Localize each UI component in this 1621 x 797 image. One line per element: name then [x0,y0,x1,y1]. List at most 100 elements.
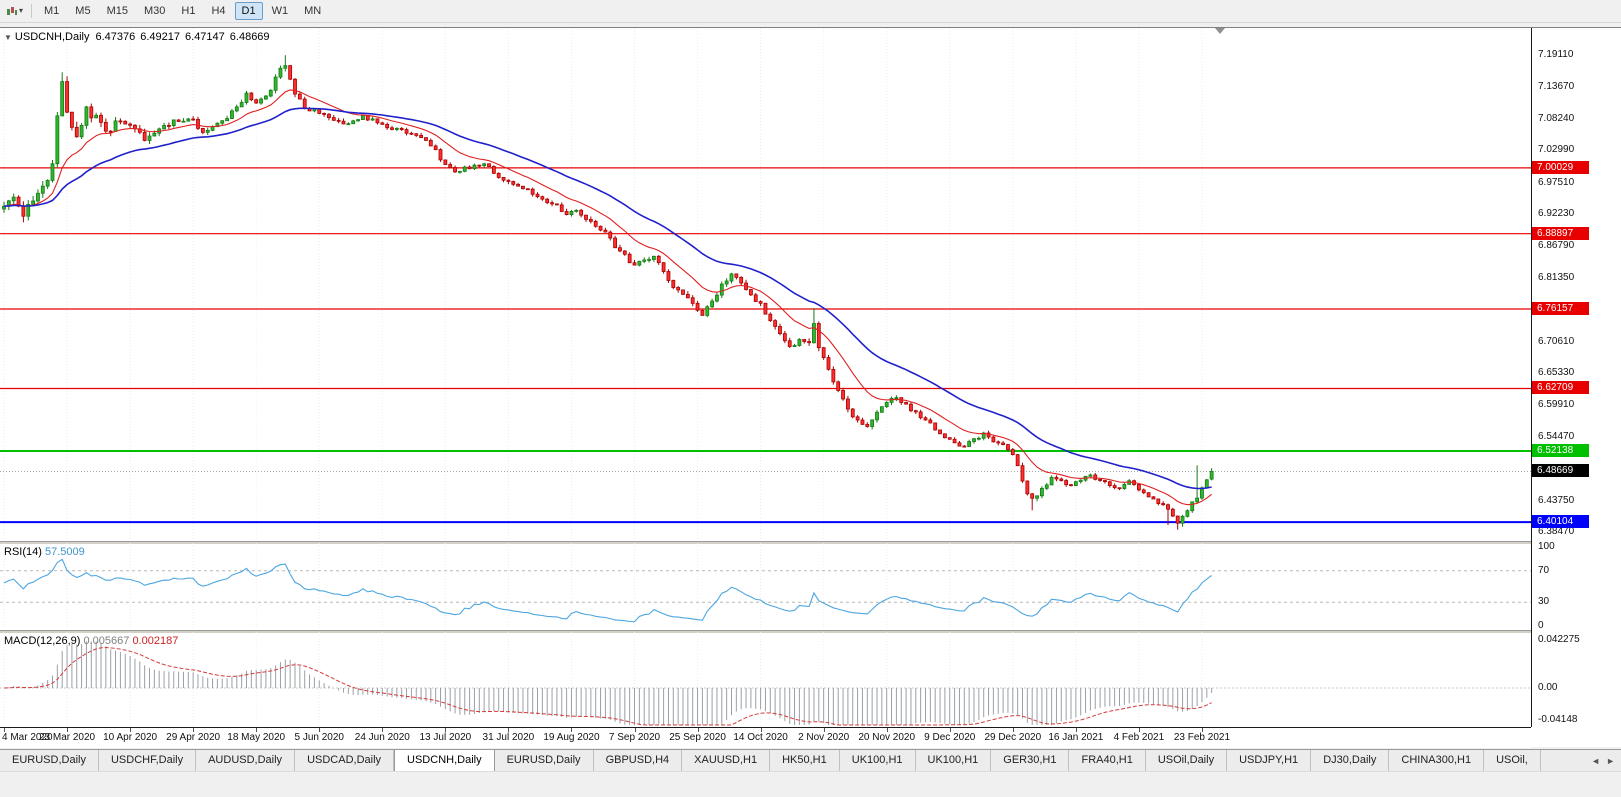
timeframe-button-mn[interactable]: MN [304,5,322,17]
chart-tab-gbpusd-h4[interactable]: GBPUSD,H4 [593,750,683,772]
time-axis-label: 18 May 2020 [227,732,286,743]
price-axis-label: 7.08240 [1538,113,1575,125]
chart-tab-usoil-daily[interactable]: USOil,Daily [1145,750,1228,772]
timeframe-button-h1[interactable]: H1 [181,5,196,17]
time-axis-label: 16 Jan 2021 [1048,732,1104,743]
chart-tab-hk50-h1[interactable]: HK50,H1 [770,750,840,772]
horizontal-levels [0,167,1531,524]
timeframe-button-m5[interactable]: M5 [75,5,91,17]
price-axis-label: 6.97510 [1538,176,1575,188]
macd-signal-line [3,646,1212,726]
price-axis[interactable]: 7.19110 7.13670 7.08240 7.02990 6.97510 6.922… [1531,28,1621,727]
time-tick-mark [697,728,699,732]
chart-tab-usdchf-daily[interactable]: USDCHF,Daily [98,750,197,772]
toolbar-separator [31,4,33,18]
level-price-tag: 6.76157 [1532,301,1589,315]
timeframe-button-m30[interactable]: M30 [143,5,166,17]
macd-panel-canvas[interactable] [0,632,1531,727]
tab-scroll-arrows: ◄ ► [1585,750,1621,772]
panel-divider[interactable] [0,630,1621,633]
time-tick-mark [1012,728,1014,732]
timeframe-button-m15[interactable]: M15 [106,5,128,17]
time-axis[interactable]: 4 Mar 2020 23 Mar 2020 10 Apr 2020 29 Apr 2… [0,727,1531,748]
chart-type-dropdown[interactable]: ▾ [2,4,27,18]
chart-tab-audusd-daily[interactable]: AUDUSD,Daily [196,750,296,772]
level-price-tag: 6.62709 [1532,381,1589,395]
chart-tab-uk100-h1[interactable]: UK100,H1 [915,750,992,772]
time-axis-label: 14 Oct 2020 [733,732,788,743]
chart-tab-usdcnh-daily[interactable]: USDCNH,Daily [394,750,495,772]
time-tick-mark [193,728,195,732]
last-price-tag: 6.48669 [1532,464,1589,478]
timeframe-button-d1[interactable]: D1 [234,2,263,20]
chart-tab-ger30-h1[interactable]: GER30,H1 [991,750,1070,772]
time-tick-mark [886,728,888,732]
price-axis-label: 6.81350 [1538,272,1575,284]
price-chart-canvas[interactable] [0,28,1531,541]
time-tick-mark [67,728,69,732]
timeframe-button-w1[interactable]: W1 [271,5,289,17]
macd-axis-label: 0.00 [1538,682,1558,693]
time-axis-label: 23 Feb 2021 [1173,732,1231,743]
timeframe-buttons: M1 M5 M15 M30 H1 H4 D1 W1 MN [36,2,329,20]
tabs-scroll-right-icon[interactable]: ► [1606,756,1615,766]
chart-tab-eurusd-daily[interactable]: EURUSD,Daily [0,750,99,772]
timeframe-button-m1[interactable]: M1 [44,5,60,17]
chart-tab-eurusd-daily[interactable]: EURUSD,Daily [494,750,594,772]
bottom-strip [0,771,1621,797]
chart-tab-xauusd-h1[interactable]: XAUUSD,H1 [682,750,771,772]
rsi-grid [3,543,1203,630]
price-axis-label: 6.92230 [1538,207,1575,219]
time-tick-mark [1138,728,1140,732]
collapse-chart-icon[interactable]: ▼ [4,33,12,42]
tabs-scroll-left-icon[interactable]: ◄ [1591,756,1601,766]
chart-tab-china300-h1[interactable]: CHINA300,H1 [1389,750,1485,772]
time-tick-mark [760,728,762,732]
price-axis-label: 6.38470 [1538,525,1575,537]
macd-histogram [8,641,1213,725]
level-price-tag: 6.88897 [1532,226,1589,240]
time-axis-label: 23 Mar 2020 [38,732,96,743]
rsi-panel-canvas[interactable] [0,543,1531,630]
chart-tab-bar: EURUSD,Daily USDCHF,Daily AUDUSD,Daily USDC… [0,749,1621,772]
timeframe-button-h4[interactable]: H4 [211,5,226,17]
chevron-down-icon: ▾ [19,6,24,15]
level-price-tag: 6.52138 [1532,443,1589,457]
time-tick-mark [634,728,636,732]
chart-tab-usdcad-daily[interactable]: USDCAD,Daily [295,750,395,772]
time-axis-label: 5 Jun 2020 [294,732,345,743]
time-axis-label: 4 Feb 2021 [1113,732,1165,743]
price-axis-label: 6.65330 [1538,366,1575,378]
time-tick-mark [130,728,132,732]
price-axis-label: 6.43750 [1538,494,1575,506]
time-axis-label: 7 Sep 2020 [608,732,661,743]
chart-tab-usdjpy-h1[interactable]: USDJPY,H1 [1227,750,1312,772]
price-axis-label: 6.86790 [1538,240,1575,252]
time-tick-mark [1075,728,1077,732]
ma-slow-line [3,107,1212,490]
time-tick-mark [508,728,510,732]
time-axis-label: 13 Jul 2020 [419,732,472,743]
level-price-tag: 7.00029 [1532,160,1589,174]
rsi-axis-label: 70 [1538,564,1550,576]
time-axis-label: 20 Nov 2020 [858,732,916,743]
rsi-axis-label: 0 [1538,620,1544,631]
time-axis-label: 24 Jun 2020 [354,732,410,743]
chart-tab-dj30-daily[interactable]: DJ30,Daily [1311,750,1390,772]
price-axis-label: 6.59910 [1538,399,1575,410]
chart-tab-uk100-h1[interactable]: UK100,H1 [839,750,916,772]
time-axis-label: 2 Nov 2020 [798,732,850,743]
chart-tab-usoil-[interactable]: USOil, [1484,750,1541,772]
chart-tab-fra40-h1[interactable]: FRA40,H1 [1069,750,1146,772]
time-tick-mark [256,728,258,732]
chart-shift-marker [1215,28,1225,34]
panel-divider[interactable] [0,541,1621,544]
time-axis-label: 10 Apr 2020 [103,732,158,743]
time-tick-mark [1201,728,1203,732]
time-tick-mark [823,728,825,732]
time-axis-label: 25 Sep 2020 [669,732,726,743]
macd-axis-label: -0.04148 [1538,714,1578,725]
ma-fast-line [3,89,1212,506]
time-axis-label: 31 Jul 2020 [482,732,535,743]
